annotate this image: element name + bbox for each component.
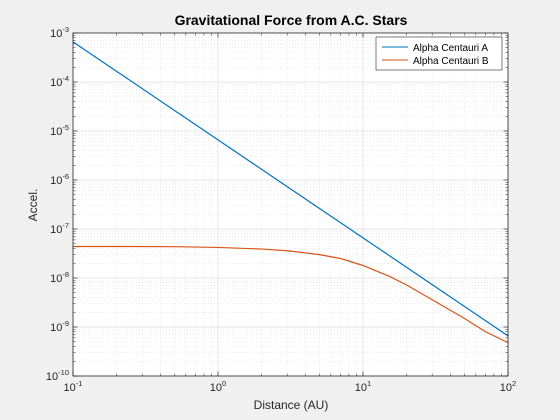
legend-label-alpha-centauri-b: Alpha Centauri B xyxy=(413,56,489,67)
x-tick-label: 10-1 xyxy=(64,379,83,394)
chart-title: Gravitational Force from A.C. Stars xyxy=(175,12,408,28)
x-axis-label: Distance (AU) xyxy=(254,398,329,412)
y-tick-label: 10-5 xyxy=(50,123,69,138)
series-line-alpha-centauri-a xyxy=(72,41,509,337)
legend-label-alpha-centauri-a: Alpha Centauri A xyxy=(413,43,488,54)
y-tick-label: 10-8 xyxy=(50,270,69,285)
y-tick-label: 10-10 xyxy=(46,368,69,383)
x-tick-label: 102 xyxy=(500,379,516,394)
y-axis-label: Accel. xyxy=(26,189,40,222)
series-layer xyxy=(72,41,509,344)
y-tick-label: 10-9 xyxy=(50,319,69,334)
axes-box xyxy=(72,32,509,377)
y-tick-label: 10-7 xyxy=(50,221,69,236)
x-tick-label: 100 xyxy=(210,379,226,394)
y-tick-label: 10-4 xyxy=(50,74,69,89)
x-tick-label: 101 xyxy=(355,379,371,394)
series-line-alpha-centauri-b xyxy=(73,245,509,344)
tick-marks xyxy=(72,32,509,377)
y-tick-label: 10-3 xyxy=(50,25,69,40)
y-tick-label: 10-6 xyxy=(50,172,69,187)
y-tick-labels: 10-10 10-9 10-8 10-7 10-6 10-5 10-4 10-3 xyxy=(46,25,69,383)
legend-box xyxy=(375,36,503,71)
x-tick-labels: 10-1 100 101 102 xyxy=(64,379,517,394)
legend: Alpha Centauri A Alpha Centauri B xyxy=(375,36,503,71)
minor-grid xyxy=(73,33,508,376)
